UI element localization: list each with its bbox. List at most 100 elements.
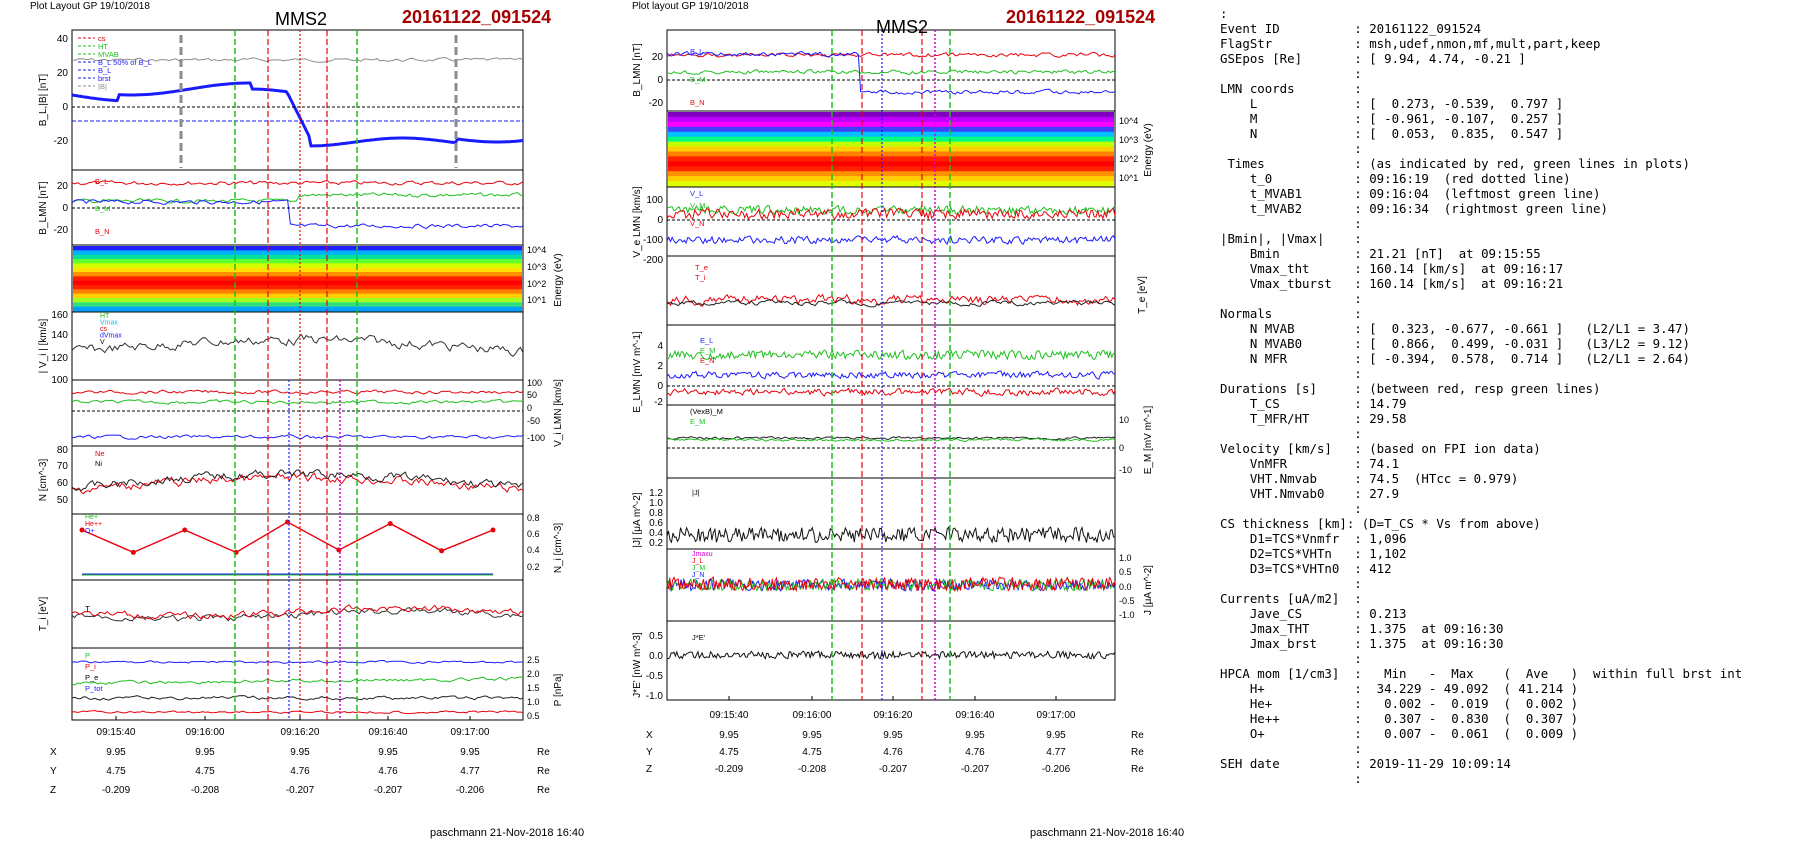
series-Pe — [71, 695, 524, 701]
coord-value: 9.95 — [1046, 730, 1066, 741]
series-Vi-line — [71, 333, 524, 357]
info-line: : — [1220, 66, 1362, 81]
tick-label: 1.2 — [649, 488, 663, 499]
info-line: Times : (as indicated by red, green line… — [1220, 156, 1690, 171]
series-VexB — [666, 435, 1116, 441]
data-point — [79, 527, 85, 533]
coord-value: 9.95 — [106, 747, 126, 758]
tick-label: 0 — [657, 381, 663, 392]
coord-value: -0.208 — [191, 785, 220, 796]
info-line: t_MVAB1 : 09:16:04 (leftmost green line) — [1220, 186, 1601, 201]
tick-label: 1.0 — [649, 498, 663, 509]
spectrogram-band — [668, 131, 1114, 138]
info-line: : — [1220, 366, 1362, 381]
left-title: MMS2 — [275, 9, 328, 29]
tick-label: 80 — [57, 445, 69, 456]
info-line: GSEpos [Re] : [ 9.94, 4.74, -0.21 ] — [1220, 51, 1526, 66]
info-line: VnMFR : 74.1 — [1220, 456, 1400, 471]
tick-label: -10 — [1119, 465, 1132, 475]
axis-label: T_e [eV] — [1137, 276, 1148, 314]
info-line: N : [ 0.053, 0.835, 0.547 ] — [1220, 126, 1564, 141]
info-line: : — [1220, 6, 1228, 21]
coord-value: 4.76 — [965, 747, 985, 758]
series-EM2 — [666, 437, 1116, 443]
tick-label: 0.8 — [649, 508, 663, 519]
spectrogram-band — [73, 254, 522, 260]
tick-label: 70 — [57, 461, 69, 472]
tick-label: 0 — [527, 403, 532, 413]
legend-label: Vmax — [100, 320, 118, 327]
legend-label: E_N — [700, 356, 715, 365]
event-info-panel: : Event ID : 20161122_091524 FlagStr : msh… — [1220, 6, 1742, 786]
coord-value: 4.76 — [378, 766, 398, 777]
tick-label: 0.5 — [649, 631, 663, 642]
x-tick-label: 09:16:00 — [186, 727, 225, 738]
series-BM-lmn — [71, 192, 524, 204]
series-EM — [666, 370, 1116, 380]
coord-unit: Re — [1131, 730, 1144, 741]
spectrogram-band — [73, 306, 522, 312]
series-VeM — [666, 207, 1116, 221]
tick-label: 2 — [657, 361, 663, 372]
coord-value: 9.95 — [290, 747, 310, 758]
legend-label: T_e — [695, 263, 708, 272]
tick-label: 0.6 — [527, 529, 540, 539]
info-line: HPCA mom [1/cm3] : Min - Max ( Ave ) wit… — [1220, 666, 1743, 681]
tick-label: 0.4 — [649, 528, 663, 539]
tick-label: 0.2 — [649, 538, 663, 549]
legend-label: E_M — [690, 417, 705, 426]
tick-label: 0 — [657, 215, 663, 226]
panel-frame — [71, 647, 524, 721]
electron-spectrogram — [668, 112, 1114, 187]
spectrogram-band — [73, 280, 522, 286]
tick-label: 100 — [51, 375, 68, 386]
legend-label: B_M — [690, 75, 705, 84]
info-line: H+ : 34.229 - 49.092 ( 41.214 ) — [1220, 681, 1579, 696]
spectrogram-band — [73, 259, 522, 264]
tick-label: -50 — [527, 416, 540, 426]
series-Ti-m — [666, 299, 1116, 308]
spectrogram-band — [668, 161, 1114, 167]
x-tick-label: 09:16:00 — [793, 710, 832, 721]
info-line: Vmax_tburst : 160.14 [km/s] at 09:16:21 — [1220, 276, 1564, 291]
tick-label: -100 — [643, 235, 663, 246]
x-tick-label: 09:17:00 — [451, 727, 490, 738]
series-Ptot — [71, 709, 524, 715]
tick-label: 20 — [652, 52, 664, 63]
series-VL — [71, 389, 524, 395]
info-line: : — [1220, 426, 1362, 441]
spectrogram-band — [73, 293, 522, 299]
coord-label: X — [646, 730, 653, 741]
spectrogram-band — [73, 276, 522, 282]
tick-label: 120 — [51, 353, 68, 364]
spectrogram-band — [668, 156, 1114, 162]
legend-label: cs — [100, 326, 108, 333]
tick-label: -1.0 — [646, 691, 664, 702]
spectrogram-band — [73, 263, 522, 269]
coord-unit: Re — [537, 766, 550, 777]
tick-label: 0.2 — [527, 562, 540, 572]
info-line: CS thickness [km]: (D=T_CS * Vs from abo… — [1220, 516, 1541, 531]
data-point — [439, 548, 445, 554]
coord-label: X — [50, 747, 57, 758]
data-point — [490, 527, 496, 533]
info-line: VHT.Nmvab : 74.5 (HTcc = 0.979) — [1220, 471, 1519, 486]
info-line: : — [1220, 651, 1362, 666]
axis-label: N_i [cm^-3] — [553, 523, 564, 573]
legend-label: J*E' — [692, 633, 706, 642]
tick-label: 40 — [57, 34, 69, 45]
coord-value: 9.95 — [719, 730, 739, 741]
left-footer: paschmann 21-Nov-2018 16:40 — [430, 827, 585, 839]
tick-label: 50 — [57, 495, 69, 506]
info-line: M : [ -0.961, -0.107, 0.257 ] — [1220, 111, 1564, 126]
info-line: L : [ 0.273, -0.539, 0.797 ] — [1220, 96, 1564, 111]
spectrogram-band — [668, 126, 1114, 133]
coord-value: 9.95 — [378, 747, 398, 758]
tick-label: 0.5 — [1119, 567, 1132, 577]
info-line: D2=TCS*VHTn : 1,102 — [1220, 546, 1407, 561]
legend-label: dVmax — [100, 333, 122, 340]
tick-label: 0.4 — [527, 545, 540, 555]
coord-unit: Re — [537, 747, 550, 758]
panel-frame — [666, 404, 1116, 479]
tick-label: 10^1 — [527, 295, 546, 305]
